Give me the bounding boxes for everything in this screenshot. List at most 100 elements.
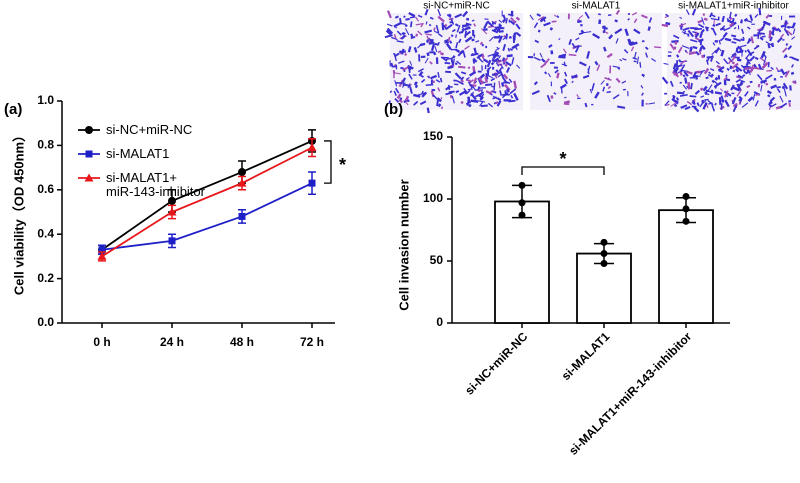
micrograph-cell	[479, 41, 484, 46]
micrograph-cell	[710, 17, 719, 21]
micrograph-cell	[481, 43, 485, 47]
micrograph-cell	[724, 37, 732, 42]
micrograph-cell	[608, 34, 614, 40]
micrograph-cell	[415, 22, 424, 26]
micrograph-cell	[419, 100, 427, 106]
micrograph-cell	[513, 92, 519, 101]
micrograph-cell	[394, 15, 399, 19]
marker	[238, 168, 246, 177]
y-axis-label: Cell invasion number	[396, 179, 411, 310]
micrograph-cell	[661, 76, 669, 85]
micrograph-cell	[502, 57, 509, 64]
micrograph-cell	[417, 68, 424, 73]
micrograph-cell	[713, 19, 715, 25]
micrograph-cell	[415, 33, 419, 37]
micrograph-cell	[693, 106, 700, 113]
micrograph-cell	[744, 19, 753, 23]
micrograph-cell	[430, 43, 436, 52]
micrograph-cell	[719, 88, 724, 92]
micrograph-cell	[759, 36, 764, 41]
micrograph-cell	[467, 88, 473, 91]
micrograph-cell	[783, 88, 787, 97]
micrograph-cell	[508, 78, 513, 83]
y-tick-label: 0	[436, 315, 443, 329]
micrograph-cell	[681, 31, 688, 35]
micrograph-cell	[780, 33, 785, 38]
micrograph-cell	[746, 84, 751, 89]
micrograph-cell	[670, 102, 677, 107]
micrograph-cell	[486, 20, 494, 28]
micrograph-cell	[437, 15, 445, 23]
micrograph-cell	[736, 83, 742, 92]
micrograph-cell	[622, 57, 627, 61]
data-point	[682, 193, 690, 201]
micrograph-cell	[421, 91, 428, 98]
micrograph-cell	[467, 96, 471, 104]
micrograph-cell	[396, 93, 402, 100]
micrograph-cell	[589, 88, 593, 94]
micrograph-cell	[493, 82, 496, 91]
micrograph-cell	[699, 87, 704, 91]
micrograph-cell	[457, 49, 464, 57]
micrograph-cell	[760, 79, 768, 84]
micrograph-cell	[494, 50, 498, 54]
micrograph-cell	[496, 46, 500, 50]
micrograph-cell	[410, 33, 414, 38]
micrograph-cell	[451, 95, 455, 104]
micrograph-cell	[767, 94, 771, 98]
micrograph-cell	[679, 16, 683, 20]
micrograph-cell	[592, 32, 601, 39]
bar	[658, 209, 714, 324]
micrograph-cell	[591, 82, 595, 91]
micrograph-cell	[454, 72, 462, 80]
significance-bracket	[324, 140, 332, 184]
micrograph-cell	[492, 57, 499, 63]
micrograph-cell	[719, 48, 722, 52]
micrograph-cell	[694, 31, 699, 37]
micrograph-cell	[492, 96, 498, 100]
marker	[97, 251, 107, 260]
micrograph-cell	[594, 60, 599, 66]
micrograph-cell	[533, 56, 541, 61]
significance: *	[559, 149, 566, 169]
micrograph-cell	[448, 13, 452, 17]
micrograph-cell	[726, 19, 733, 24]
micrograph-cell	[762, 53, 767, 59]
micrograph-cell	[758, 7, 762, 16]
micrograph-cell	[468, 70, 477, 77]
micrograph-cell	[478, 77, 484, 85]
micrograph-cell	[485, 90, 493, 95]
micrograph-cell	[465, 22, 472, 26]
micrograph-cell	[731, 96, 737, 105]
micrograph-cell	[409, 83, 412, 87]
micrograph-cell	[754, 100, 759, 107]
micrograph-cell	[477, 53, 483, 58]
micrograph-cell	[511, 43, 520, 50]
micrograph-cell	[747, 37, 751, 42]
micrograph-cell	[386, 23, 393, 27]
micrograph-cell	[473, 23, 477, 27]
micrograph-cell	[546, 94, 551, 103]
micrograph-cell	[698, 38, 704, 43]
micrograph-cell	[680, 64, 686, 71]
micrograph-cell	[742, 74, 746, 78]
micrograph-cell	[644, 46, 649, 51]
micrograph-cell	[484, 77, 488, 83]
micrograph-cell	[437, 50, 442, 54]
micrograph-cell	[417, 92, 426, 96]
micrograph-cell	[509, 48, 513, 51]
y-axis-label: Cell viability（OD 450nm）	[11, 129, 26, 295]
micrograph-cell	[602, 25, 606, 28]
micrograph-cell	[460, 100, 464, 105]
micrograph-cell	[393, 64, 397, 67]
micrograph-cell	[561, 63, 568, 67]
micrograph-cell	[700, 44, 706, 51]
micrograph-cell	[455, 90, 460, 94]
micrograph-cell	[391, 36, 394, 39]
micrograph-cell	[665, 21, 671, 26]
micrograph-cell	[468, 79, 474, 84]
legend-marker	[85, 150, 93, 158]
micrograph-cell	[468, 103, 472, 108]
micrograph-cell	[749, 55, 756, 62]
micrograph-cell	[734, 13, 738, 17]
